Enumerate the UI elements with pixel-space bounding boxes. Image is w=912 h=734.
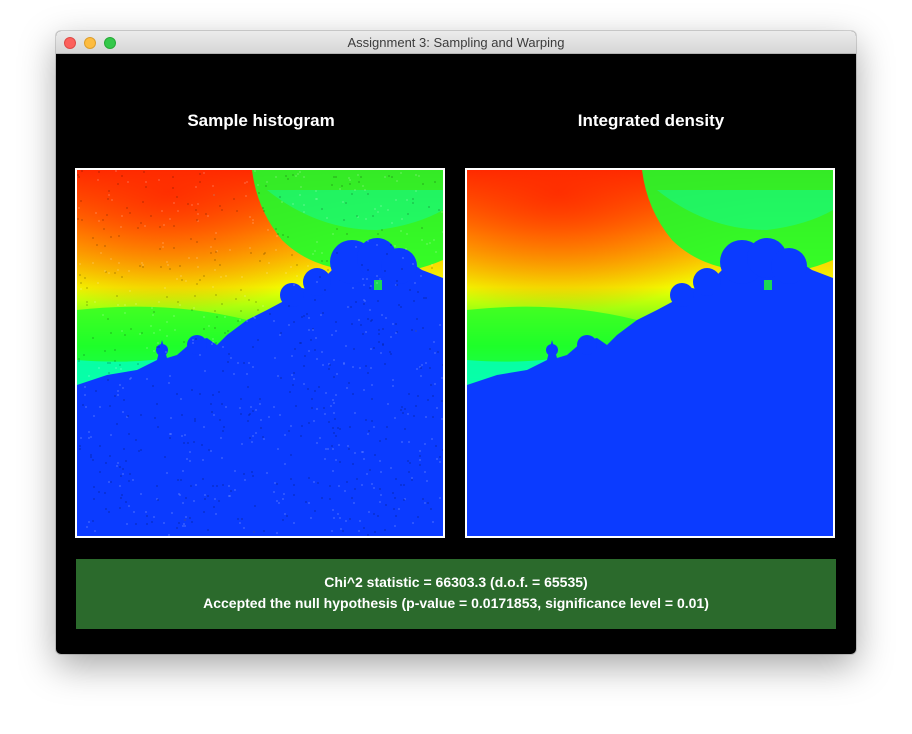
sample-histogram-heatmap [75, 168, 445, 538]
chi-square-statistic-text: Chi^2 statistic = 66303.3 (d.o.f. = 6553… [324, 574, 588, 590]
zoom-window-button[interactable] [104, 37, 116, 49]
close-window-button[interactable] [64, 37, 76, 49]
app-window: Assignment 3: Sampling and Warping Sampl… [56, 31, 856, 654]
integrated-density-heatmap [465, 168, 835, 538]
minimize-window-button[interactable] [84, 37, 96, 49]
sample-histogram-title: Sample histogram [187, 111, 335, 130]
integrated-density-title: Integrated density [577, 111, 725, 130]
test-result-panel: Chi^2 statistic = 66303.3 (d.o.f. = 6553… [76, 559, 836, 629]
window-title: Assignment 3: Sampling and Warping [347, 35, 565, 50]
title-bar[interactable]: Assignment 3: Sampling and Warping [56, 31, 856, 54]
hypothesis-result-text: Accepted the null hypothesis (p-value = … [203, 595, 709, 611]
